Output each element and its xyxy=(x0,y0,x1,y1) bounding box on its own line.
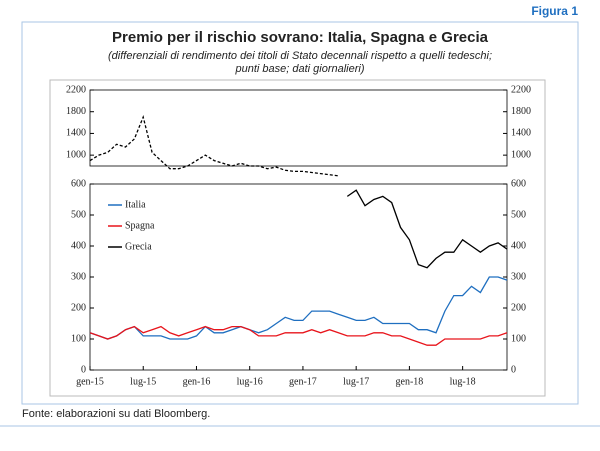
x-tick-label: gen-15 xyxy=(76,376,104,387)
y-tick-label: 2200 xyxy=(511,84,531,95)
y-tick-label: 200 xyxy=(511,302,526,313)
subtitle: punti base; dati giornalieri) xyxy=(234,63,364,75)
series-line xyxy=(346,189,508,269)
upper-panel xyxy=(89,89,508,167)
y-tick-label: 100 xyxy=(511,333,526,344)
y-tick-label: 1000 xyxy=(66,149,86,160)
x-tick-label: gen-17 xyxy=(289,376,317,387)
y-tick-label: 600 xyxy=(71,178,86,189)
chart-title: Premio per il rischio sovrano: Italia, S… xyxy=(112,29,489,46)
y-tick-label: 1400 xyxy=(66,128,86,139)
legend-label: Spagna xyxy=(125,220,155,231)
y-tick-label: 300 xyxy=(511,271,526,282)
legend-label: Grecia xyxy=(125,241,152,252)
x-tick-label: gen-16 xyxy=(183,376,211,387)
y-tick-label: 2200 xyxy=(66,84,86,95)
y-tick-label: 500 xyxy=(71,209,86,220)
y-tick-label: 500 xyxy=(511,209,526,220)
y-tick-label: 0 xyxy=(511,364,516,375)
y-tick-label: 1000 xyxy=(511,149,531,160)
series-line xyxy=(89,276,508,340)
outer-frame xyxy=(21,21,579,405)
y-tick-label: 400 xyxy=(71,240,86,251)
y-tick-label: 400 xyxy=(511,240,526,251)
subtitle: (differenziali di rendimento dei titoli … xyxy=(108,50,492,62)
y-tick-label: 100 xyxy=(71,333,86,344)
x-tick-label: lug-17 xyxy=(343,376,369,387)
y-tick-label: 200 xyxy=(71,302,86,313)
y-tick-label: 1800 xyxy=(511,106,531,117)
series-line xyxy=(89,325,508,346)
y-tick-label: 300 xyxy=(71,271,86,282)
lower-panel xyxy=(89,183,508,371)
x-tick-label: lug-18 xyxy=(450,376,476,387)
source-note: Fonte: elaborazioni su dati Bloomberg. xyxy=(22,408,210,420)
y-tick-label: 600 xyxy=(511,178,526,189)
y-tick-label: 1400 xyxy=(511,128,531,139)
series-line xyxy=(89,115,339,177)
legend-label: Italia xyxy=(125,199,146,210)
plot-frame xyxy=(49,79,546,397)
x-tick-label: gen-18 xyxy=(396,376,424,387)
x-tick-label: lug-16 xyxy=(237,376,263,387)
figure-label: Figura 1 xyxy=(531,4,578,18)
y-tick-label: 0 xyxy=(81,364,86,375)
y-tick-label: 1800 xyxy=(66,106,86,117)
x-tick-label: lug-15 xyxy=(130,376,156,387)
